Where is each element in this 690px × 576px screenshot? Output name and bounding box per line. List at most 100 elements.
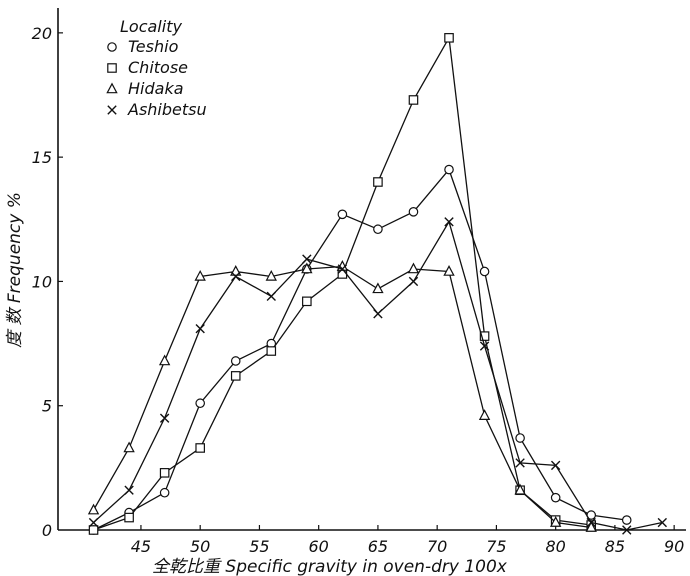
legend-entry-chitose: Chitose	[128, 58, 188, 77]
data-point-circle	[373, 224, 383, 235]
data-point-x	[586, 517, 596, 528]
data-point-triangle	[230, 265, 242, 276]
y-tick-label: 15	[32, 148, 52, 167]
data-point-x	[107, 105, 117, 115]
data-point-square	[230, 371, 241, 381]
x-stroke	[302, 254, 312, 264]
x-tick-label: 85	[605, 537, 625, 556]
x-stroke	[550, 460, 561, 471]
legend-entry-teshio: Teshio	[128, 37, 179, 56]
data-point-square	[408, 95, 419, 105]
y-axis-label: 度 数 Frequency %	[5, 192, 25, 348]
x-stroke	[88, 517, 99, 528]
x-tick-label: 65	[368, 537, 388, 556]
data-point-triangle	[407, 262, 420, 274]
data-point-x	[266, 291, 276, 302]
data-point-square	[195, 443, 205, 453]
data-point-circle	[515, 433, 525, 443]
data-point-x	[88, 517, 99, 528]
x-stroke	[124, 485, 134, 495]
data-point-square	[444, 33, 454, 43]
data-point-triangle	[87, 503, 100, 515]
x-stroke	[586, 517, 596, 528]
data-point-x	[124, 485, 134, 495]
x-axis-label: 全乾比重 Specific gravity in oven-dry 100x	[152, 557, 508, 576]
data-point-x	[302, 254, 312, 264]
axes	[57, 8, 686, 531]
x-tick-label: 70	[427, 537, 447, 556]
data-point-square	[266, 346, 277, 356]
data-point-square	[302, 296, 312, 307]
data-point-circle	[230, 356, 241, 366]
series-layer	[87, 33, 667, 535]
data-point-x	[550, 460, 561, 471]
data-point-circle	[337, 209, 348, 220]
data-point-circle	[159, 487, 170, 498]
x-stroke	[444, 217, 454, 227]
data-point-x	[515, 458, 525, 468]
x-stroke	[231, 271, 241, 282]
data-point-circle	[444, 164, 454, 175]
data-point-triangle	[158, 354, 171, 366]
data-point-circle	[621, 515, 632, 525]
x-stroke	[515, 458, 525, 468]
data-point-triangle	[123, 441, 135, 453]
y-tick-label: 5	[42, 397, 52, 416]
series-ashibetsu	[88, 217, 667, 535]
data-point-x	[444, 217, 454, 227]
x-tick-label: 50	[190, 537, 210, 556]
data-point-x	[622, 525, 632, 535]
x-stroke	[337, 264, 348, 274]
data-point-triangle	[265, 269, 277, 281]
data-point-square	[88, 525, 99, 535]
x-stroke	[622, 525, 632, 535]
data-point-triangle	[106, 82, 118, 94]
x-stroke	[107, 105, 117, 115]
x-stroke	[195, 323, 205, 334]
data-point-circle	[107, 42, 117, 52]
x-stroke	[159, 413, 170, 423]
data-point-triangle	[585, 521, 597, 532]
data-point-square	[107, 63, 117, 73]
data-point-x	[159, 413, 170, 423]
x-tick-label: 90	[664, 537, 684, 556]
x-tick-label: 45	[131, 537, 151, 556]
x-stroke	[373, 309, 383, 319]
data-point-x	[657, 517, 667, 528]
tick-labels: 45 50 55 60 65 70 75 80 85 90 5 10 15 20 0	[32, 24, 685, 556]
data-point-triangle	[478, 409, 491, 420]
legend-title: Locality	[120, 17, 182, 36]
x-tick-label: 55	[249, 537, 269, 556]
y-origin-label: 0	[42, 521, 52, 540]
data-point-x	[231, 271, 241, 282]
data-point-circle	[479, 266, 490, 277]
series-hidaka	[87, 260, 597, 532]
data-point-circle	[408, 207, 419, 217]
data-point-x	[195, 323, 205, 334]
x-tick-label: 60	[308, 537, 328, 556]
data-point-x	[408, 276, 419, 287]
data-point-triangle	[194, 269, 206, 281]
data-point-square	[159, 468, 170, 478]
x-stroke	[479, 341, 490, 351]
x-stroke	[408, 276, 419, 287]
data-point-square	[479, 331, 490, 341]
data-point-triangle	[549, 516, 562, 527]
data-point-triangle	[301, 262, 313, 274]
x-tick-label: 80	[545, 537, 565, 556]
data-point-x	[479, 341, 490, 351]
x-stroke	[657, 517, 667, 528]
legend-entry-ashibetsu: Ashibetsu	[127, 100, 207, 119]
y-tick-label: 20	[32, 24, 52, 43]
data-point-square	[373, 177, 383, 187]
data-point-circle	[195, 398, 205, 409]
legend-entry-hidaka: Hidaka	[128, 79, 184, 98]
x-tick-label: 75	[486, 537, 506, 556]
series-teshio	[88, 164, 632, 535]
data-point-circle	[550, 492, 561, 503]
data-point-x	[337, 264, 348, 274]
data-point-square	[124, 512, 134, 523]
y-tick-label: 10	[32, 272, 52, 291]
